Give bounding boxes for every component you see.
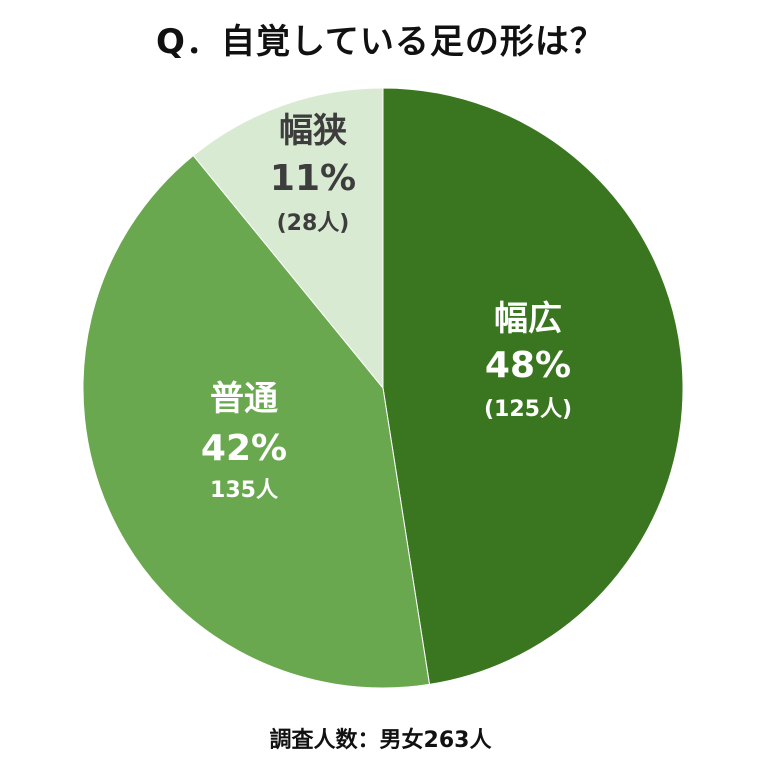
slice-name-label: 幅広 xyxy=(494,299,562,339)
pie-slice-2 xyxy=(82,154,431,689)
chart-title: Q．自覚している足の形は？ xyxy=(156,22,605,62)
slice-count-label: (125人) xyxy=(484,397,572,422)
slice-percent-label: 11% xyxy=(270,158,356,199)
slice-name-label: 普通 xyxy=(210,379,278,419)
slice-label-group-3: 幅狭 11% (28人) xyxy=(270,111,356,236)
slice-label-group-1: 幅広 48% (125人) xyxy=(484,299,572,422)
slice-percent-label: 42% xyxy=(201,428,287,469)
pie-slices xyxy=(82,87,684,689)
slice-percent-label: 48% xyxy=(485,345,571,386)
pie-slice-3 xyxy=(192,87,384,390)
survey-count-footer: 調査人数：男女263人 xyxy=(269,728,492,753)
pie-slice-1 xyxy=(382,87,684,685)
slice-count-label: 135人 xyxy=(210,478,278,503)
slice-count-label: (28人) xyxy=(277,211,350,236)
slice-label-group-2: 普通 42% 135人 xyxy=(201,379,287,503)
slice-name-label: 幅狭 xyxy=(279,111,347,151)
